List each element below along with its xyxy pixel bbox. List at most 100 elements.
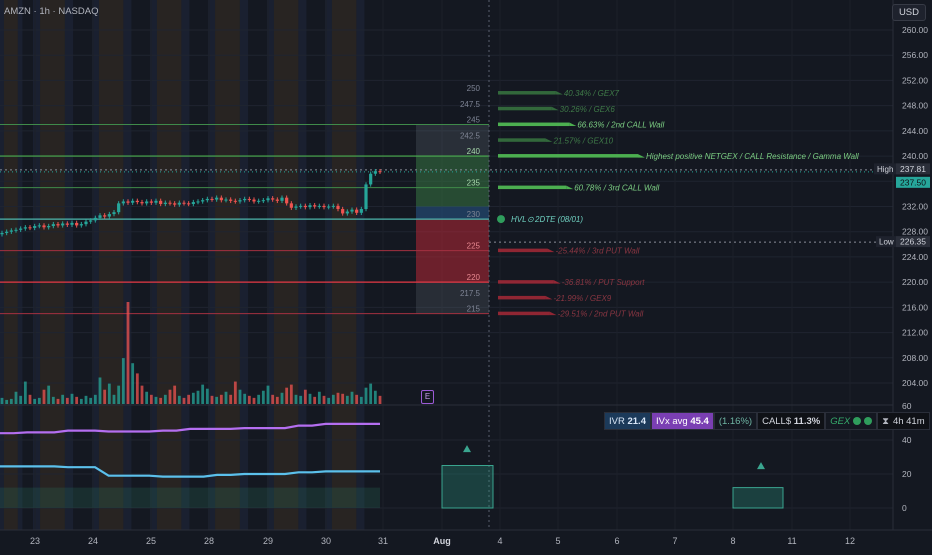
volume-bar [131,363,135,404]
ivx-badge[interactable]: IVx avg 45.4 [650,412,714,430]
volume-bar [23,381,27,404]
candle [322,203,326,210]
gex-label: 66.63% / 2nd CALL Wall [577,121,664,130]
volume-bar [135,373,139,404]
candle [182,200,186,206]
gex-bar [498,122,570,127]
ivr-badge[interactable]: IVR 21.4 [604,412,651,430]
gex-badge[interactable]: GEX [825,412,878,430]
candle [210,196,214,202]
gex-bar [498,248,548,253]
afterhours-band [298,0,307,530]
price-tick: 204.00 [902,378,928,388]
candle-body [42,225,46,228]
candle [243,196,247,203]
gex-bar-tip [545,138,553,142]
candle-body [187,203,191,205]
price-tick: 252.00 [902,75,928,85]
currency-button[interactable]: USD [891,4,926,21]
candle [117,201,121,215]
candle-body [373,171,377,174]
volume-bar [289,384,293,404]
candle [154,198,158,205]
time-axis: 23 24 25 28 29 30 31 Aug 4 5 6 7 8 11 12 [0,529,932,550]
candle-body [233,200,237,202]
price-axis-background [894,0,932,530]
gex-bar [498,280,554,284]
gex-label: -36.81% / PUT Support [562,278,645,287]
candle [350,207,354,214]
positive-gamma-zone [416,156,489,207]
candle-body [289,203,293,208]
strike-label: 242.5 [460,131,481,140]
price-tick: 240.00 [902,151,928,161]
volume-bar [191,392,195,404]
gex-bar [498,311,550,316]
call-percent-badge[interactable]: CALL$ 11.3% [757,412,826,430]
gex-bar-tip [549,311,557,316]
high-value: 237.81 [900,164,926,174]
candle [5,229,9,236]
candle-body [219,197,223,201]
candle [84,219,88,227]
time-tick: 30 [321,536,331,546]
time-tick: 29 [263,536,273,546]
volume-bar [61,394,65,404]
candle-body [350,209,354,212]
low-label: Low [879,238,894,247]
iv-status-bar: IVR 21.4 IVx avg 45.4 (1.16%) CALL$ 11.3… [604,412,930,430]
volume-bar [51,396,55,404]
volume-bar [238,389,242,404]
candle-body [345,211,349,214]
gex-level-245: 66.63% / 2nd CALL Wall [498,121,664,130]
candle-body [121,201,125,204]
candle [51,221,55,229]
time-tick: 5 [555,536,560,546]
volume-bar [84,395,88,404]
candle-body [271,198,275,200]
gex-level-225: -25.44% / 3rd PUT Wall [498,247,640,256]
candle-body [205,198,209,201]
countdown-badge[interactable]: ⧗ 4h 41m [877,412,930,430]
candle [140,199,144,206]
candle-body [70,222,74,225]
price-tick: 216.00 [902,302,928,312]
premarket-band [267,0,274,530]
time-tick: 28 [204,536,214,546]
gex-level-220: -36.81% / PUT Support [498,278,645,287]
candle [303,203,307,210]
session-band [3,0,18,530]
candle-body [154,200,158,203]
candle-body [322,205,326,208]
gex-level-217.5: -21.99% / GEX9 [498,294,612,303]
candle [373,168,377,176]
volume-bar [196,390,200,404]
volume-bar [79,398,83,404]
gex-level-247.5: 30.26% / GEX6 [498,105,615,114]
iv-change-badge[interactable]: (1.16%) [713,412,758,430]
volume-bar [355,394,359,404]
gex-label: -29.51% / 2nd PUT Wall [558,310,644,319]
candle [219,195,223,203]
price-tick: 228.00 [902,227,928,237]
candle-body [355,209,359,213]
volume-bar [28,394,32,404]
price-candles [0,168,382,237]
candle [79,221,83,228]
candle [107,211,111,219]
candle [355,207,359,216]
candle [313,203,317,209]
candle [215,195,219,202]
volume-bar [154,396,158,404]
strike-label: 235 [467,179,481,188]
earnings-event-marker[interactable]: E [421,390,434,404]
volume-bar [345,395,349,404]
session-band [215,0,240,530]
candle-body [98,215,102,218]
symbol-title[interactable]: AMZN · 1h · NASDAQ [4,6,99,17]
candle-body [47,226,51,228]
price-tick: 244.00 [902,126,928,136]
time-tick: 25 [146,536,156,546]
